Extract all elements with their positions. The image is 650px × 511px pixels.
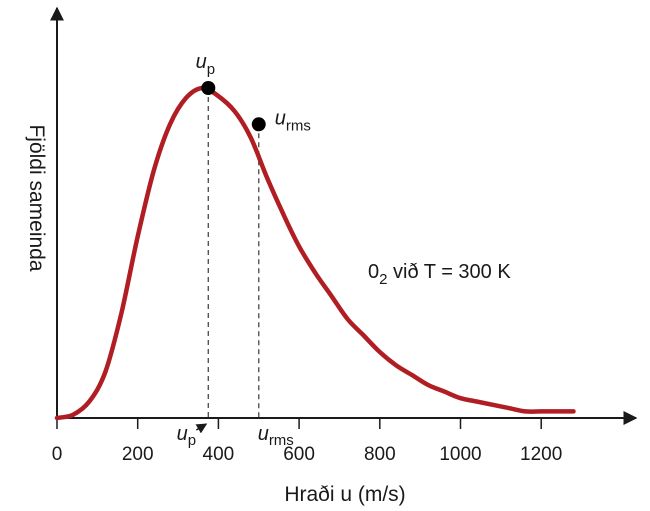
x-tick-label: 800 [364,444,396,465]
point-symbol: u [196,51,207,73]
x-tick-label: 1000 [439,444,481,465]
x-tick-label: 200 [122,444,154,465]
point-subscript: p [207,61,215,78]
axis-marker-rms: urms [258,423,294,449]
point-label-p: up [196,51,215,78]
y-axis-title: Fjöldi sameinda [25,124,48,271]
x-ticks: 0 200 400 600 800 1000 1200 [52,418,562,465]
axis-markers: up urms [177,423,294,449]
axis-marker-p: up [177,423,196,449]
x-tick-label: 600 [283,444,315,465]
distribution-curve [54,85,576,421]
x-axis: 0 200 400 600 800 1000 1200 [52,411,638,465]
axis-marker-symbol: u [258,423,269,445]
x-tick-label: 400 [203,444,235,465]
point-subscript: rms [286,117,311,134]
axis-marker-symbol: u [177,423,188,445]
x-tick-label: 1200 [520,444,562,465]
series-layer [54,85,576,421]
axis-marker-arrow [195,423,208,434]
guide-lines [207,88,260,418]
annotation-suffix: við T = 300 K [387,261,511,283]
axis-marker-subscript: rms [269,432,294,449]
annotation-prefix: 0 [368,261,379,283]
axis-marker-subscript: p [188,432,196,449]
annotation-subscript: 2 [379,271,387,288]
condition-annotation: 02 við T = 300 K [368,261,511,288]
point-symbol: u [275,107,286,129]
point-label-rms: urms [275,107,311,134]
point-rms [251,117,266,132]
x-tick-label: 0 [52,444,63,465]
x-axis-title: Hraði u (m/s) [284,483,405,506]
point-p [201,81,216,95]
